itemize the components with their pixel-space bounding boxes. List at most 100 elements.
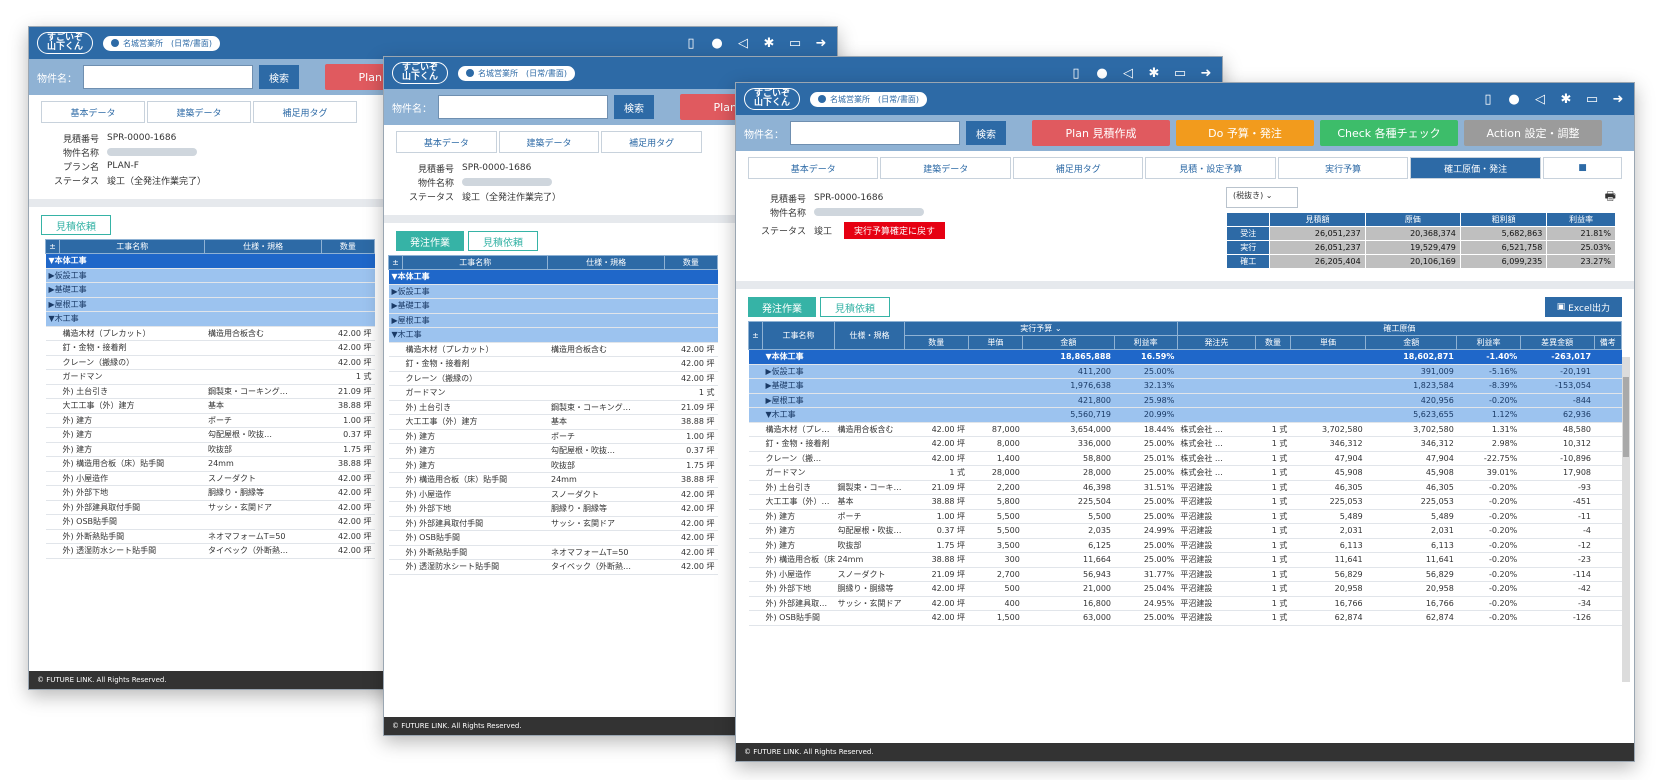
tab-exec-budget[interactable]: 実行予算 bbox=[1277, 157, 1409, 179]
tax-select[interactable]: (税抜き) ⌄ bbox=[1226, 187, 1298, 208]
subgroup-row[interactable]: ▶仮設工事 bbox=[45, 268, 375, 283]
search-input[interactable] bbox=[83, 65, 253, 89]
table-row[interactable]: 外) 外断熱貼手間 ネオマフォームT=50 42.00 坪 bbox=[45, 529, 375, 544]
tab-estimate-budget[interactable]: 見積・設定予算 bbox=[1145, 157, 1276, 179]
folder-icon[interactable]: ▭ bbox=[1585, 91, 1599, 107]
subgroup-row[interactable]: ▶仮設工事 bbox=[388, 284, 718, 299]
group-exec-budget[interactable]: 実行予算 ⌄ bbox=[904, 321, 1178, 336]
check-button[interactable]: Check 各種チェック bbox=[1320, 120, 1458, 146]
table-row[interactable]: 外) 土台引き 鋼製束・コーキ… 21.09 坪 2,200 46,398 31.51% 平… bbox=[748, 480, 1622, 495]
table-row[interactable]: ガードマン 1 式 bbox=[388, 385, 718, 401]
table-row[interactable]: 外) 外部建具取… サッシ・玄関ドア 42.00 坪 400 16,800 24.95% 平… bbox=[748, 596, 1622, 611]
subgroup-row[interactable]: ▶仮設工事 411,200 25.00% 391,009 -5.16% -20,191 bbox=[748, 364, 1622, 379]
search-button[interactable]: 検索 bbox=[259, 65, 299, 89]
subgroup-row[interactable]: ▶基礎工事 1,976,638 32.13% 1,823,584 -8.39% -153,… bbox=[748, 378, 1622, 394]
subgroup-row[interactable]: ▶屋根工事 421,800 25.98% 420,956 -0.20% -844 bbox=[748, 393, 1622, 408]
expand-collapse-icon[interactable]: ± bbox=[388, 255, 403, 270]
table-row[interactable]: 外) 小屋造作 スノーダクト 42.00 坪 bbox=[45, 471, 375, 486]
table-row[interactable]: 外) 土台引き 鋼製束・コーキング… 21.09 坪 bbox=[45, 384, 375, 399]
table-row[interactable]: 外) 建方 勾配屋根・吹抜… 0.37 坪 bbox=[388, 443, 718, 459]
table-row[interactable]: 外) 建方 吹抜部 1.75 坪 3,500 6,125 25.00% 平沼建設 1 式 6,1… bbox=[748, 538, 1622, 553]
plan-button[interactable]: Plan 見積作成 bbox=[1032, 120, 1170, 146]
gear-icon[interactable]: ✱ bbox=[1560, 91, 1572, 107]
table-row[interactable]: 大工工事（外）建方 基本 38.88 坪 bbox=[388, 414, 718, 430]
subgroup-row[interactable]: ▶屋根工事 bbox=[388, 313, 718, 328]
tab-tags[interactable]: 補足用タグ bbox=[601, 131, 703, 153]
app-logo[interactable]: すごいぞ 山下くん bbox=[744, 88, 800, 110]
search-button[interactable]: 検索 bbox=[614, 95, 654, 119]
order-work-button[interactable]: 発注作業 bbox=[396, 231, 464, 251]
printer-icon[interactable]: 🖶 bbox=[1604, 189, 1616, 203]
table-row[interactable]: 大工工事（外）建方 基本 38.88 坪 bbox=[45, 398, 375, 414]
tab-tags[interactable]: 補足用タグ bbox=[253, 101, 357, 123]
logout-icon[interactable]: ➜ bbox=[1200, 65, 1212, 81]
table-row[interactable]: 外) OSB貼手間 42.00 坪 bbox=[45, 514, 375, 530]
table-row[interactable]: 構造木材（プレ… 構造用合板含む 42.00 坪 87,000 3,654,000 18.… bbox=[748, 422, 1622, 437]
table-row[interactable]: 外) 建方 ポーチ 1.00 坪 5,500 5,500 25.00% 平沼建設 1 式 5,4… bbox=[748, 509, 1622, 524]
table-row[interactable]: 外) 建方 ポーチ 1.00 坪 bbox=[388, 429, 718, 444]
table-row[interactable]: 外) 構造用合板（床）貼手間 24mm 38.88 坪 bbox=[388, 472, 718, 488]
tab-completion-cost[interactable]: 確工原価・発注 bbox=[1410, 157, 1541, 179]
table-row[interactable]: 構造木材（プレカット） 構造用合板含む 42.00 坪 bbox=[388, 342, 718, 357]
table-row[interactable]: クレーン（搬縁の） 42.00 坪 bbox=[45, 355, 375, 370]
table-row[interactable]: 外) 建方 吹抜部 1.75 坪 bbox=[388, 458, 718, 473]
logout-icon[interactable]: ➜ bbox=[815, 35, 827, 51]
table-row[interactable]: 外) 建方 勾配屋根・吹抜… 0.37 坪 bbox=[45, 427, 375, 443]
table-row[interactable]: 外) 外部建具取付手間 サッシ・玄関ドア 42.00 坪 bbox=[45, 500, 375, 515]
expand-collapse-icon[interactable]: ± bbox=[45, 239, 60, 254]
tab-basic[interactable]: 基本データ bbox=[396, 131, 497, 153]
folder-icon[interactable]: ▭ bbox=[788, 35, 802, 51]
table-row[interactable]: クレーン（搬… 42.00 坪 1,400 58,800 25.01% 株式会社 … 1 式… bbox=[748, 451, 1622, 466]
search-input[interactable] bbox=[790, 121, 960, 145]
megaphone-icon[interactable]: ◁ bbox=[1535, 91, 1545, 107]
gear-icon[interactable]: ✱ bbox=[763, 35, 775, 51]
quote-request-button[interactable]: 見積依頼 bbox=[820, 297, 890, 317]
do-button[interactable]: Do 予算・発注 bbox=[1176, 120, 1314, 146]
document-icon[interactable]: ▯ bbox=[687, 35, 695, 51]
quote-request-button[interactable]: 見積依頼 bbox=[468, 231, 538, 251]
table-row[interactable]: 外) 外部建具取付手間 サッシ・玄関ドア 42.00 坪 bbox=[388, 516, 718, 531]
subgroup-row[interactable]: ▼木工事 5,560,719 20.99% 5,623,655 1.12% 62,936 bbox=[748, 407, 1622, 423]
table-row[interactable]: 外) 土台引き 鋼製束・コーキング… 21.09 坪 bbox=[388, 400, 718, 415]
table-row[interactable]: 外) 小屋造作 スノーダクト 42.00 坪 bbox=[388, 487, 718, 502]
group-row[interactable]: ▼本体工事 bbox=[45, 253, 375, 269]
revert-button[interactable]: 実行予算確定に戻す bbox=[844, 221, 946, 239]
tab-folder-icon[interactable]: ■ bbox=[1542, 157, 1622, 179]
table-row[interactable]: 釘・金物・接着剤 42.00 坪 8,000 336,000 25.00% 株式会社 … 1… bbox=[748, 436, 1622, 452]
table-row[interactable]: 外) 外断熱貼手間 ネオマフォームT=50 42.00 坪 bbox=[388, 545, 718, 560]
table-row[interactable]: ガードマン 1 式 bbox=[45, 369, 375, 385]
order-work-button[interactable]: 発注作業 bbox=[748, 297, 816, 317]
subgroup-row[interactable]: ▼木工事 bbox=[388, 327, 718, 343]
tab-building[interactable]: 建築データ bbox=[880, 157, 1011, 179]
logout-icon[interactable]: ➜ bbox=[1612, 91, 1624, 107]
table-row[interactable]: 外) OSB貼手間 42.00 坪 1,500 63,000 25.00% 平沼建設 1 式… bbox=[748, 610, 1622, 626]
table-row[interactable]: 外) 外部下地 胴縁り・胴縁等 42.00 坪 bbox=[388, 501, 718, 517]
chat-icon[interactable]: ● bbox=[1508, 91, 1520, 107]
action-button[interactable]: Action 設定・調整 bbox=[1464, 120, 1602, 146]
table-row[interactable]: 外) 構造用合板（床）張手間24mm38.88 坪30011,66425.00%… bbox=[748, 552, 1622, 568]
excel-export-button[interactable]: ▣ Excel出力 bbox=[1544, 297, 1622, 317]
table-row[interactable]: 外) 透湿防水シート貼手間 タイベック（外断熱… 42.00 坪 bbox=[45, 543, 375, 559]
tab-basic[interactable]: 基本データ bbox=[748, 157, 879, 179]
table-row[interactable]: 大工工事（外）… 基本 38.88 坪 5,800 225,504 25.00% 平沼建設 1… bbox=[748, 494, 1622, 510]
subgroup-row[interactable]: ▶基礎工事 bbox=[45, 282, 375, 298]
group-row[interactable]: ▼本体工事 18,865,888 16.59% 18,602,871 -1.40% -26… bbox=[748, 349, 1622, 365]
subgroup-row[interactable]: ▶基礎工事 bbox=[388, 298, 718, 314]
subgroup-row[interactable]: ▼木工事 bbox=[45, 311, 375, 327]
table-row[interactable]: クレーン（搬縁の） 42.00 坪 bbox=[388, 371, 718, 386]
chat-icon[interactable]: ● bbox=[711, 35, 723, 51]
table-row[interactable]: 構造木材（プレカット） 構造用合板含む 42.00 坪 bbox=[45, 326, 375, 341]
table-row[interactable]: 外) 外部下地 胴縁り・胴縁等 42.00 坪 bbox=[45, 485, 375, 501]
chat-icon[interactable]: ● bbox=[1096, 65, 1108, 81]
search-button[interactable]: 検索 bbox=[966, 121, 1006, 145]
table-row[interactable]: 釘・金物・接着剤 42.00 坪 bbox=[388, 356, 718, 372]
table-row[interactable]: 外) 建方 吹抜部 1.75 坪 bbox=[45, 442, 375, 457]
scrollbar-thumb[interactable] bbox=[1623, 377, 1629, 457]
table-row[interactable]: 外) OSB貼手間 42.00 坪 bbox=[388, 530, 718, 546]
quote-request-button[interactable]: 見積依頼 bbox=[41, 215, 111, 235]
document-icon[interactable]: ▯ bbox=[1072, 65, 1080, 81]
document-icon[interactable]: ▯ bbox=[1484, 91, 1492, 107]
table-row[interactable]: ガードマン 1 式 28,000 28,000 25.00% 株式会社 … 1 式 45,90… bbox=[748, 465, 1622, 481]
search-input[interactable] bbox=[438, 95, 608, 119]
tab-building[interactable]: 建築データ bbox=[147, 101, 251, 123]
